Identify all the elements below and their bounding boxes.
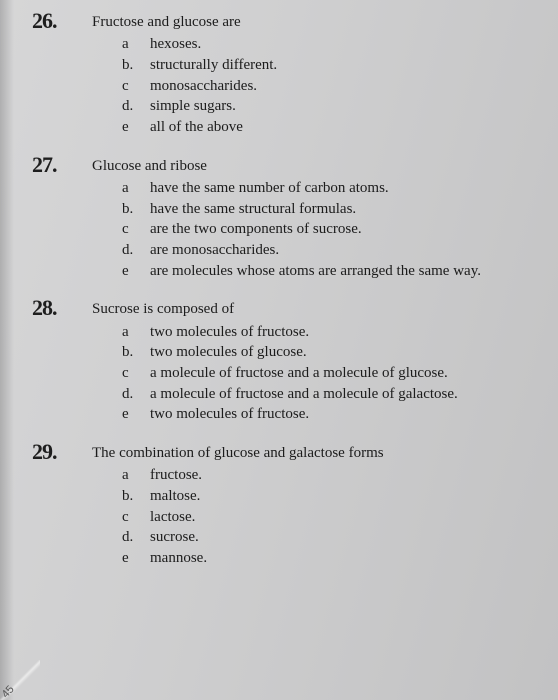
- option: clactose.: [122, 507, 528, 528]
- option-text: sucrose.: [150, 527, 528, 548]
- question-number: 26.: [32, 8, 57, 34]
- question: 27.Glucose and riboseahave the same numb…: [38, 156, 528, 282]
- question-stem: Fructose and glucose are: [92, 12, 528, 32]
- options-list: atwo molecules of fructose.b.two molecul…: [122, 322, 528, 425]
- option-text: structurally different.: [150, 55, 528, 76]
- option-text: monosaccharides.: [150, 76, 528, 97]
- question-stem: Sucrose is composed of: [92, 299, 528, 319]
- option-letter: e: [122, 548, 150, 569]
- option: b.two molecules of glucose.: [122, 342, 528, 363]
- option-letter: e: [122, 117, 150, 138]
- option-letter: a: [122, 322, 150, 343]
- option-text: lactose.: [150, 507, 528, 528]
- option-letter: b.: [122, 199, 150, 220]
- options-list: ahave the same number of carbon atoms.b.…: [122, 178, 528, 281]
- option-letter: b.: [122, 342, 150, 363]
- option: cmonosaccharides.: [122, 76, 528, 97]
- question: 29.The combination of glucose and galact…: [38, 443, 528, 569]
- option-text: a molecule of fructose and a molecule of…: [150, 384, 528, 405]
- option-text: simple sugars.: [150, 96, 528, 117]
- option-text: two molecules of glucose.: [150, 342, 528, 363]
- option: d.simple sugars.: [122, 96, 528, 117]
- option-letter: b.: [122, 55, 150, 76]
- option-letter: b.: [122, 486, 150, 507]
- option: b.structurally different.: [122, 55, 528, 76]
- option-letter: c: [122, 219, 150, 240]
- option: ca molecule of fructose and a molecule o…: [122, 363, 528, 384]
- option-text: have the same structural formulas.: [150, 199, 528, 220]
- option: eare molecules whose atoms are arranged …: [122, 261, 528, 282]
- option: afructose.: [122, 465, 528, 486]
- option-text: mannose.: [150, 548, 528, 569]
- option: ahave the same number of carbon atoms.: [122, 178, 528, 199]
- option-letter: e: [122, 261, 150, 282]
- option-text: all of the above: [150, 117, 528, 138]
- option-letter: a: [122, 34, 150, 55]
- option: b.maltose.: [122, 486, 528, 507]
- question-stem: The combination of glucose and galactose…: [92, 443, 528, 463]
- options-list: ahexoses.b.structurally different.cmonos…: [122, 34, 528, 137]
- option-text: a molecule of fructose and a molecule of…: [150, 363, 528, 384]
- option: care the two components of sucrose.: [122, 219, 528, 240]
- option: atwo molecules of fructose.: [122, 322, 528, 343]
- question: 26.Fructose and glucose areahexoses.b.st…: [38, 12, 528, 138]
- option: emannose.: [122, 548, 528, 569]
- option-text: are molecules whose atoms are arranged t…: [150, 261, 528, 282]
- page: 26.Fructose and glucose areahexoses.b.st…: [0, 0, 558, 700]
- option-letter: d.: [122, 384, 150, 405]
- question-number: 28.: [32, 295, 57, 321]
- option: b.have the same structural formulas.: [122, 199, 528, 220]
- option-text: maltose.: [150, 486, 528, 507]
- question: 28.Sucrose is composed ofatwo molecules …: [38, 299, 528, 425]
- page-shadow: [0, 0, 14, 700]
- option-letter: c: [122, 363, 150, 384]
- option-text: two molecules of fructose.: [150, 322, 528, 343]
- option-text: two molecules of fructose.: [150, 404, 528, 425]
- option: ahexoses.: [122, 34, 528, 55]
- option: eall of the above: [122, 117, 528, 138]
- option-letter: a: [122, 178, 150, 199]
- option: d.sucrose.: [122, 527, 528, 548]
- option-letter: e: [122, 404, 150, 425]
- option-letter: d.: [122, 96, 150, 117]
- option: d.a molecule of fructose and a molecule …: [122, 384, 528, 405]
- option-text: hexoses.: [150, 34, 528, 55]
- question-stem: Glucose and ribose: [92, 156, 528, 176]
- question-number: 29.: [32, 439, 57, 465]
- option-letter: a: [122, 465, 150, 486]
- question-number: 27.: [32, 152, 57, 178]
- option-letter: d.: [122, 527, 150, 548]
- option-text: fructose.: [150, 465, 528, 486]
- option: d.are monosaccharides.: [122, 240, 528, 261]
- option-text: are monosaccharides.: [150, 240, 528, 261]
- options-list: afructose.b.maltose.clactose.d.sucrose.e…: [122, 465, 528, 568]
- option-text: are the two components of sucrose.: [150, 219, 528, 240]
- option-letter: c: [122, 507, 150, 528]
- option-letter: d.: [122, 240, 150, 261]
- option-letter: c: [122, 76, 150, 97]
- option: etwo molecules of fructose.: [122, 404, 528, 425]
- option-text: have the same number of carbon atoms.: [150, 178, 528, 199]
